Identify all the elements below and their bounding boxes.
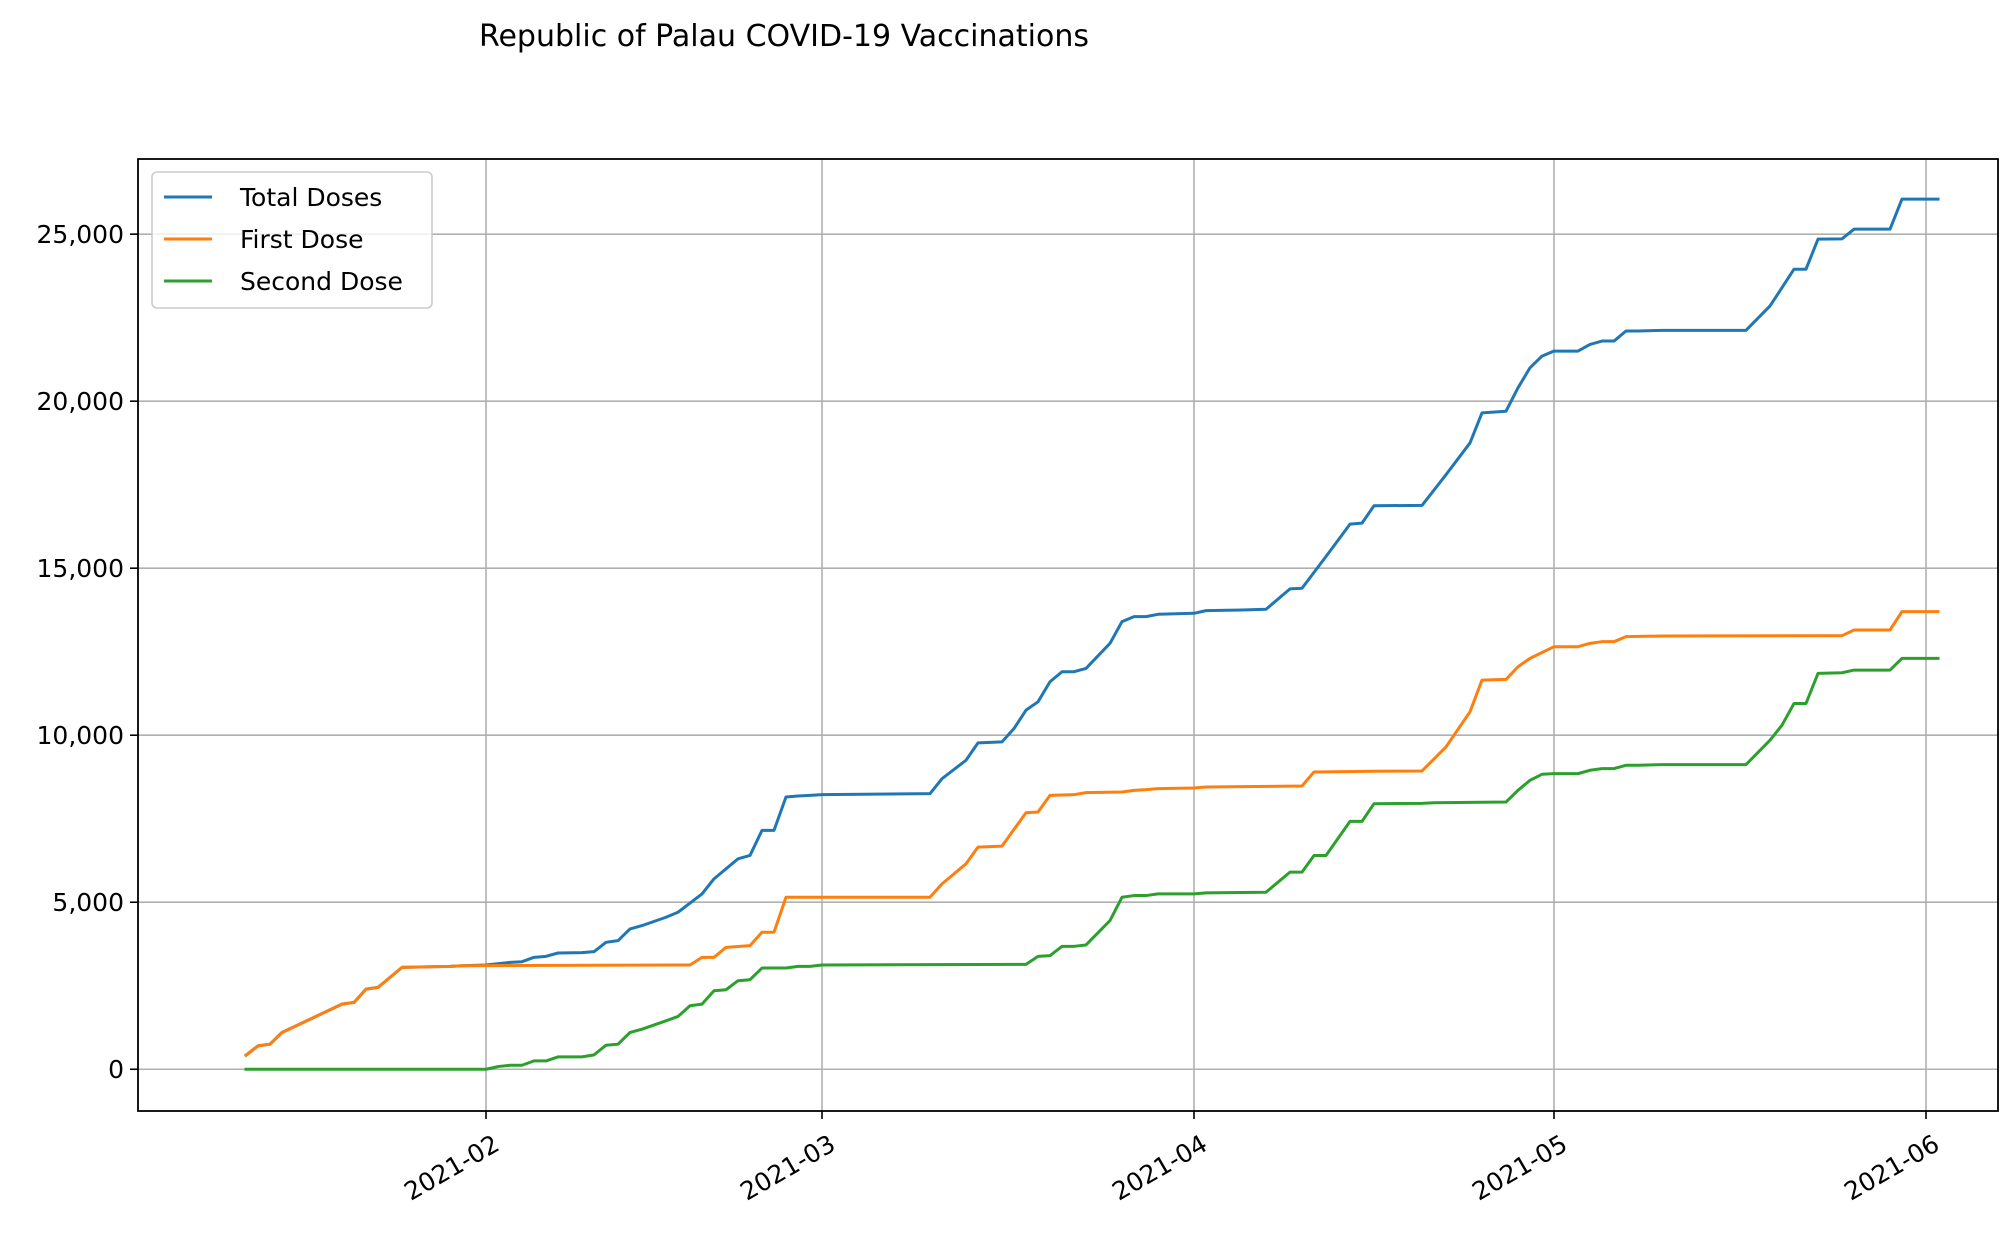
grid-lines <box>138 159 1998 1111</box>
y-tick-label: 15,000 <box>37 554 124 583</box>
series-lines <box>243 197 1940 1071</box>
x-tick-label: 2021-05 <box>1467 1129 1572 1206</box>
legend-label: First Dose <box>240 225 364 254</box>
y-tick-label: 25,000 <box>37 220 124 249</box>
y-tick-label: 10,000 <box>37 721 124 750</box>
x-tick-label: 2021-04 <box>1107 1129 1212 1206</box>
legend-label: Second Dose <box>240 267 403 296</box>
series-line-first-dose <box>243 610 1940 1058</box>
x-tick-label: 2021-02 <box>399 1129 504 1206</box>
y-tick-label: 20,000 <box>37 387 124 416</box>
y-tick-label: 0 <box>108 1055 124 1084</box>
x-tick-label: 2021-06 <box>1839 1129 1944 1206</box>
legend-label: Total Doses <box>239 183 382 212</box>
plot-frame <box>137 158 1999 1112</box>
series-line-second-dose <box>244 656 1940 1071</box>
chart-title: Republic of Palau COVID-19 Vaccinations <box>479 19 1089 54</box>
y-tick-label: 5,000 <box>52 888 124 917</box>
legend: Total Doses First Dose Second Dose <box>151 171 433 309</box>
series-line-total-doses <box>243 197 1940 1058</box>
x-tick-label: 2021-03 <box>735 1129 840 1206</box>
x-axis: 2021-02 2021-03 2021-04 2021-05 2021-06 <box>399 1111 1944 1206</box>
y-axis: 0 5,000 10,000 15,000 20,000 25,000 <box>37 220 138 1084</box>
legend-box <box>151 171 433 309</box>
